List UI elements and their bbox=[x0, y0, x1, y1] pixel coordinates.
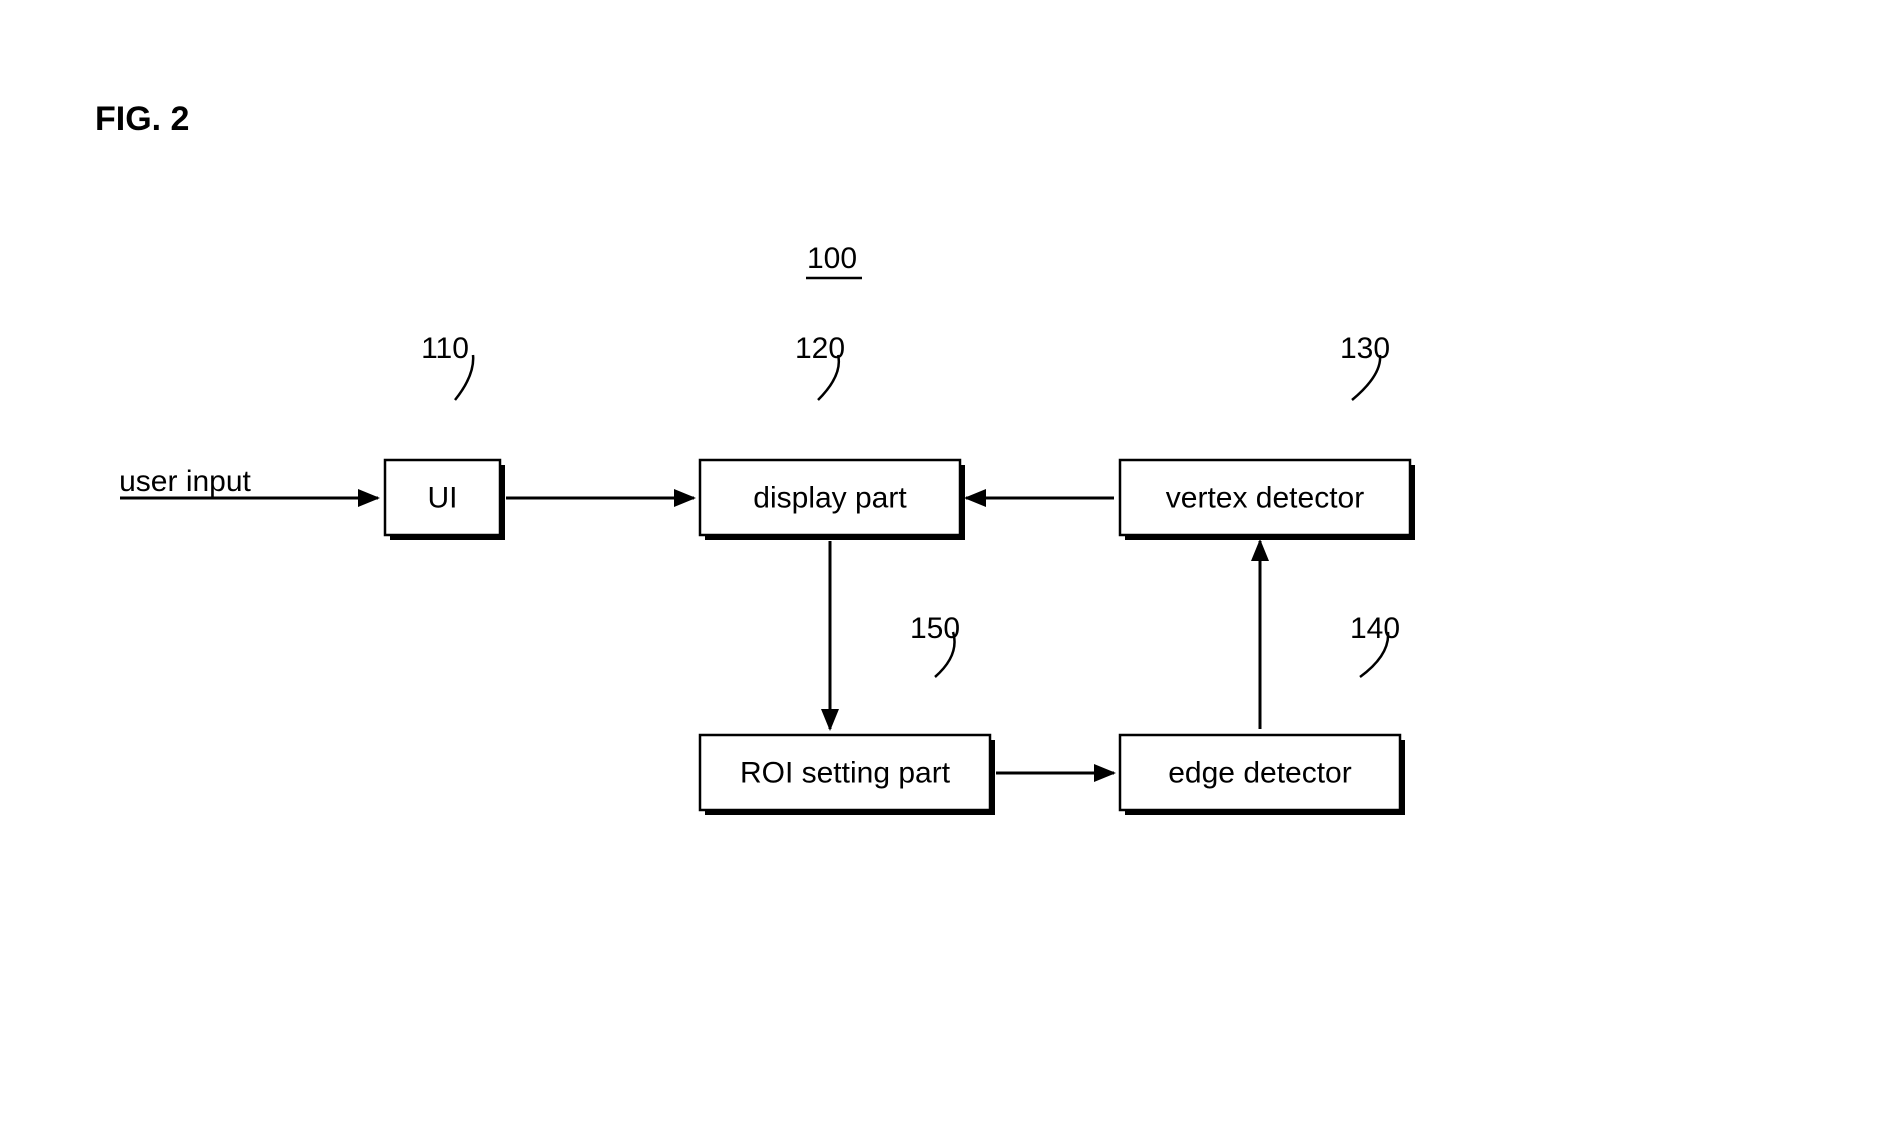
user-input-label: user input bbox=[119, 465, 251, 498]
node-ui-label: UI bbox=[428, 481, 458, 514]
ref-label-120: 120 bbox=[795, 332, 845, 365]
node-vertex: vertex detector bbox=[1120, 460, 1415, 540]
node-ui: UI bbox=[385, 460, 505, 540]
ref-label-150: 150 bbox=[910, 612, 960, 645]
node-roi-label: ROI setting part bbox=[740, 756, 951, 789]
figure-title: FIG. 2 bbox=[95, 100, 189, 138]
ref-label-110: 110 bbox=[421, 332, 469, 365]
node-roi: ROI setting part bbox=[700, 735, 995, 815]
node-edge-label: edge detector bbox=[1168, 756, 1351, 789]
node-vertex-label: vertex detector bbox=[1166, 481, 1364, 514]
overall-ref-label: 100 bbox=[807, 242, 857, 275]
node-edge: edge detector bbox=[1120, 735, 1405, 815]
ref-label-130: 130 bbox=[1340, 332, 1390, 365]
node-display: display part bbox=[700, 460, 965, 540]
ref-label-140: 140 bbox=[1350, 612, 1400, 645]
node-display-label: display part bbox=[753, 481, 907, 514]
